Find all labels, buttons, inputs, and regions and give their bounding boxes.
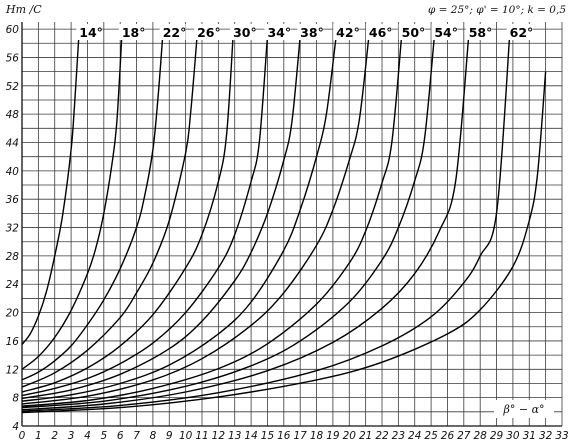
curve-42deg [21, 36, 337, 402]
y-tick-label: 20 [6, 308, 20, 320]
y-tick-label: 40 [6, 166, 20, 178]
curve-30deg [21, 36, 234, 393]
x-tick-label: 6 [117, 430, 124, 442]
curve-label-background [333, 24, 360, 40]
x-axis-title-background [494, 400, 554, 418]
x-tick-label: 23 [392, 430, 405, 442]
parameters-note: φ = 25°; φ' = 10°; k = 0,5 [428, 4, 566, 16]
curve-label: 38° [300, 25, 324, 40]
curve-label: 34° [267, 25, 291, 40]
curve-34deg [21, 36, 269, 397]
curve-label: 46° [369, 25, 393, 40]
x-tick-label: 0 [19, 430, 26, 442]
x-tick-label: 32 [539, 430, 553, 442]
x-tick-label: 24 [408, 430, 421, 442]
x-tick-label: 12 [212, 430, 226, 442]
curve-label: 14° [79, 25, 103, 40]
x-tick-label: 8 [150, 430, 157, 442]
curves [21, 29, 547, 414]
curve-38deg [21, 36, 301, 400]
y-tick-label: 4 [12, 421, 19, 433]
y-tick-label: 48 [6, 109, 20, 121]
y-tick-label: 16 [6, 336, 20, 348]
curve-14deg [21, 29, 80, 345]
curve-label-background [76, 24, 103, 40]
curve-58deg [21, 36, 470, 411]
x-tick-label: 16 [277, 430, 291, 442]
y-tick-label: 44 [6, 137, 19, 149]
curve-label: 18° [122, 25, 146, 40]
x-tick-label: 1 [35, 430, 42, 442]
x-tick-label: 9 [166, 430, 173, 442]
x-tick-label: 26 [441, 430, 455, 442]
y-axis-title: Hт /C [5, 3, 42, 16]
x-tick-label: 33 [555, 430, 568, 442]
x-tick-label: 10 [179, 430, 193, 442]
x-tick-label: 14 [244, 430, 257, 442]
x-tick-label: 19 [326, 430, 340, 442]
curve-label-background [264, 24, 291, 40]
curve-label-background [506, 24, 533, 40]
curve-label: 22° [163, 25, 187, 40]
curve-62deg [21, 36, 511, 412]
x-tick-label: 5 [100, 430, 107, 442]
x-tick-label: 15 [261, 430, 275, 442]
x-tick-label: 4 [84, 430, 91, 442]
curve-unlabeled [21, 71, 547, 414]
x-tick-label: 25 [424, 430, 438, 442]
curve-label-background [365, 24, 392, 40]
curve-46deg [21, 36, 370, 405]
curve-label: 26° [197, 25, 221, 40]
curve-label-background [297, 24, 324, 40]
curve-label-background [465, 24, 492, 40]
x-tick-label: 29 [490, 430, 504, 442]
curve-label: 42° [336, 25, 360, 40]
x-tick-label: 18 [310, 430, 324, 442]
curve-label-background [118, 24, 145, 40]
y-tick-label: 32 [6, 223, 20, 235]
curve-label-background [230, 24, 257, 40]
y-tick-label: 52 [6, 81, 20, 93]
x-tick-label: 22 [375, 430, 389, 442]
x-tick-label: 20 [343, 430, 357, 442]
x-tick-label: 28 [473, 430, 487, 442]
x-tick-label: 31 [523, 430, 536, 442]
curve-50deg [21, 36, 403, 407]
x-tick-label: 3 [68, 430, 75, 442]
x-tick-label: 13 [228, 430, 241, 442]
curve-label-background [194, 24, 221, 40]
y-tick-label: 36 [6, 194, 20, 206]
x-tick-label: 17 [293, 430, 307, 442]
x-axis-title: β° − α° [503, 403, 545, 416]
curve-18deg [21, 36, 123, 370]
curve-54deg [21, 36, 436, 409]
curve-26deg [21, 36, 198, 388]
y-tick-label: 60 [6, 24, 20, 36]
y-tick-label: 28 [6, 251, 20, 263]
curve-label: 50° [402, 25, 426, 40]
x-tick-label: 7 [133, 430, 140, 442]
y-tick-label: 12 [6, 364, 20, 376]
curve-label: 62° [510, 25, 534, 40]
x-tick-label: 30 [506, 430, 520, 442]
curve-label-background [398, 24, 425, 40]
y-tick-label: 24 [6, 279, 19, 291]
x-tick-label: 2 [51, 430, 58, 442]
y-tick-label: 56 [6, 52, 20, 64]
x-tick-label: 11 [195, 430, 208, 442]
curve-label: 58° [469, 25, 493, 40]
curve-label: 30° [233, 25, 257, 40]
x-tick-label: 21 [359, 430, 372, 442]
labels: 0 1 2 3 4 5 6 7 8 9 10 11 12 13 14 15 16 17 18 19 20 21 22 23 24… [6, 24, 569, 442]
curve-label-background [431, 24, 458, 40]
x-tick-label: 27 [457, 430, 471, 442]
curve-label: 54° [434, 25, 458, 40]
grid [21, 22, 563, 427]
curve-label-background [159, 24, 186, 40]
y-tick-label: 8 [12, 393, 19, 405]
curve-22deg [21, 36, 164, 381]
